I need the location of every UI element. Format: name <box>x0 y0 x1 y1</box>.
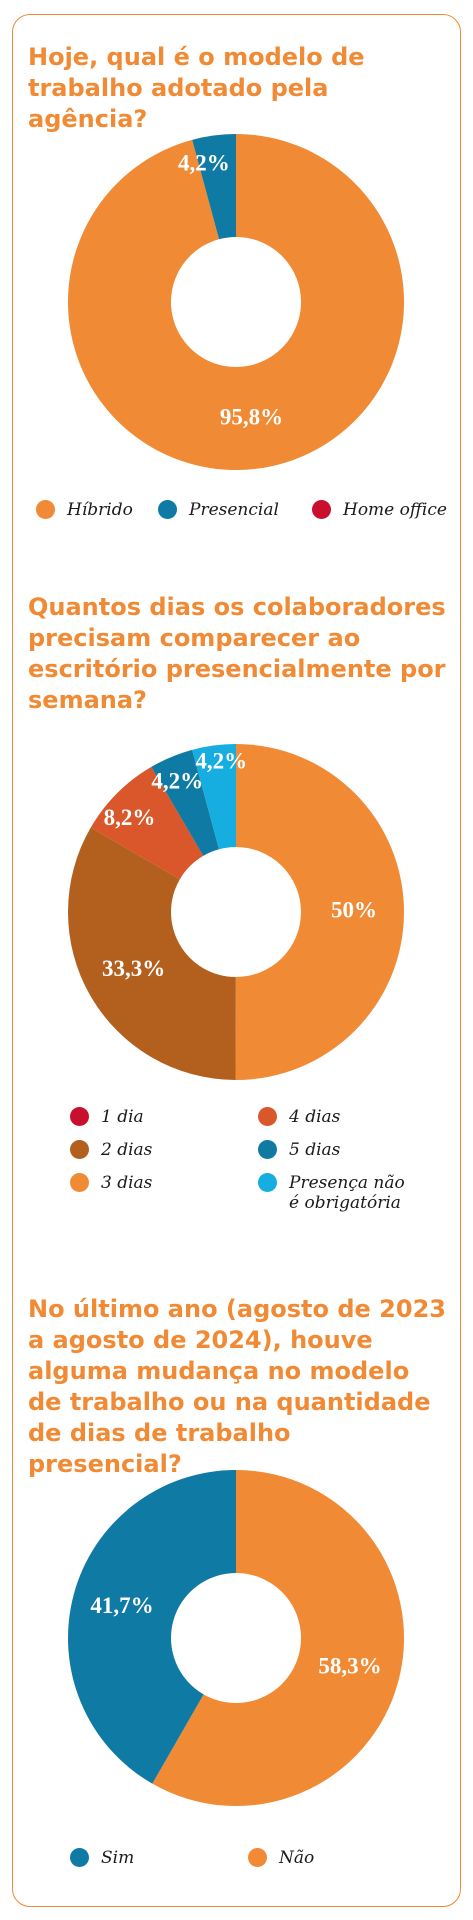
slice-label-5-dias: 4,2% <box>151 768 203 793</box>
legend-swatch <box>258 1173 277 1192</box>
legend-swatch <box>70 1140 89 1159</box>
slice-hibrido <box>67 134 404 470</box>
slice-sim <box>67 1470 236 1784</box>
chart-1-donut: 95,8% 4,2% <box>67 134 404 470</box>
legend-item-2-dias: 2 dias <box>70 1140 152 1160</box>
legend-swatch <box>70 1173 89 1192</box>
chart-3-donut: 58,3% 41,7% <box>67 1470 404 1806</box>
slice-nao <box>152 1470 404 1806</box>
legend-swatch <box>258 1140 277 1159</box>
legend-swatch <box>312 500 331 519</box>
legend-item-nao: Não <box>248 1848 314 1868</box>
slice-5-dias <box>151 749 220 856</box>
legend-item-presencial: Presencial <box>158 500 279 520</box>
chart-2-title: Quantos dias os colaboradores precisam c… <box>28 593 446 714</box>
slice-label-presenca-nao-e-obrigatoria: 4,2% <box>195 749 247 774</box>
legend-label: 1 dia <box>101 1107 144 1127</box>
legend-swatch <box>158 500 177 519</box>
slice-label-2-dias: 33,3% <box>102 956 165 981</box>
legend-item-4-dias: 4 dias <box>258 1107 340 1127</box>
slice-3-dias <box>235 744 405 1080</box>
slice-2-dias <box>67 827 236 1080</box>
slice-label-4-dias: 8,2% <box>104 805 156 830</box>
legend-label: 5 dias <box>289 1140 341 1160</box>
legend-swatch <box>248 1848 267 1867</box>
legend-swatch <box>70 1107 89 1126</box>
legend-swatch <box>36 500 55 519</box>
slice-4-dias <box>90 766 204 880</box>
legend-item-presenca-nao-e-obrigatoria: Presença não é obrigatória <box>258 1173 405 1213</box>
slice-label-hibrido: 95,8% <box>220 404 283 429</box>
legend-item-5-dias: 5 dias <box>258 1140 340 1160</box>
legend-item-3-dias: 3 dias <box>70 1173 152 1193</box>
chart-1-title: Hoje, qual é o modelo de trabalho adotad… <box>28 43 365 133</box>
legend-item-hibrido: Híbrido <box>36 500 133 520</box>
legend-label: Híbrido <box>67 500 133 520</box>
legend-swatch <box>258 1107 277 1126</box>
legend-item-1-dia: 1 dia <box>70 1107 144 1127</box>
legend-label: Não <box>279 1848 315 1868</box>
slice-label-presencial: 4,2% <box>178 150 230 175</box>
legend-item-sim: Sim <box>70 1848 134 1868</box>
slice-label-sim: 41,7% <box>90 1593 153 1618</box>
slice-presencial <box>192 134 236 240</box>
legend-label: 2 dias <box>101 1140 153 1160</box>
legend-label: Home office <box>343 500 447 520</box>
legend-item-home-office: Home office <box>312 500 447 520</box>
slice-presenca-nao-e-obrigatoria <box>192 744 236 850</box>
slice-label-nao: 58,3% <box>318 1654 381 1679</box>
legend-label: Sim <box>101 1848 135 1868</box>
legend-label: Presença não é obrigatória <box>289 1173 405 1213</box>
legend-label: 3 dias <box>101 1173 153 1193</box>
legend-swatch <box>70 1848 89 1867</box>
legend-label: 4 dias <box>289 1107 341 1127</box>
slice-label-3-dias: 50% <box>331 897 377 922</box>
chart-2-donut: 50% 33,3% 8,2% 4,2%4,2% <box>67 744 405 1080</box>
legend-label: Presencial <box>189 500 279 520</box>
chart-3-title: No último ano (agosto de 2023 a agosto d… <box>28 1295 446 1478</box>
